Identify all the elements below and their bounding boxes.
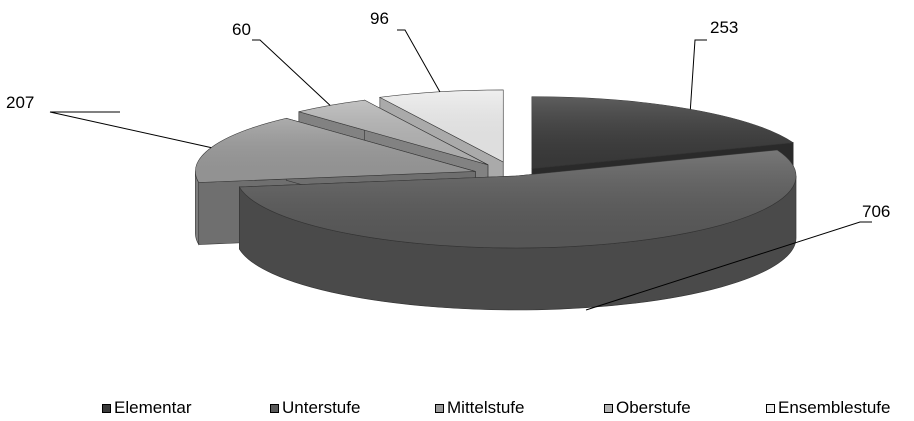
legend-item-unterstufe: Unterstufe [270,398,360,418]
leader-line-oberstufe [252,39,331,106]
data-label-elementar: 253 [710,18,738,37]
data-label-mittelstufe: 207 [6,93,34,112]
legend-item-mittelstufe: Mittelstufe [435,398,524,418]
leader-line-mittelstufe [49,111,212,149]
legend-swatch-unterstufe [270,403,279,413]
leader-line-ensemblestufe [397,29,441,93]
legend-item-elementar: Elementar [102,398,191,418]
legend-item-ensemblestufe: Ensemblestufe [766,398,890,418]
legend-label-oberstufe: Oberstufe [616,398,691,417]
legend-swatch-ensemblestufe [766,403,775,413]
data-label-ensemblestufe: 96 [370,9,389,28]
leader-line-unterstufe [585,221,872,311]
pie-slice-unterstufe [238,149,797,311]
leader-line-elementar [689,39,707,110]
data-label-oberstufe: 60 [232,20,251,39]
legend-label-mittelstufe: Mittelstufe [447,398,525,417]
legend: Elementar Unterstufe Mittelstufe Oberstu… [0,398,914,420]
legend-swatch-mittelstufe [435,403,444,413]
legend-label-elementar: Elementar [114,398,192,417]
legend-label-ensemblestufe: Ensemblestufe [778,398,891,417]
data-label-unterstufe: 706 [862,202,890,221]
legend-swatch-oberstufe [604,403,613,413]
legend-label-unterstufe: Unterstufe [282,398,361,417]
legend-swatch-elementar [102,403,111,413]
legend-item-oberstufe: Oberstufe [604,398,691,418]
